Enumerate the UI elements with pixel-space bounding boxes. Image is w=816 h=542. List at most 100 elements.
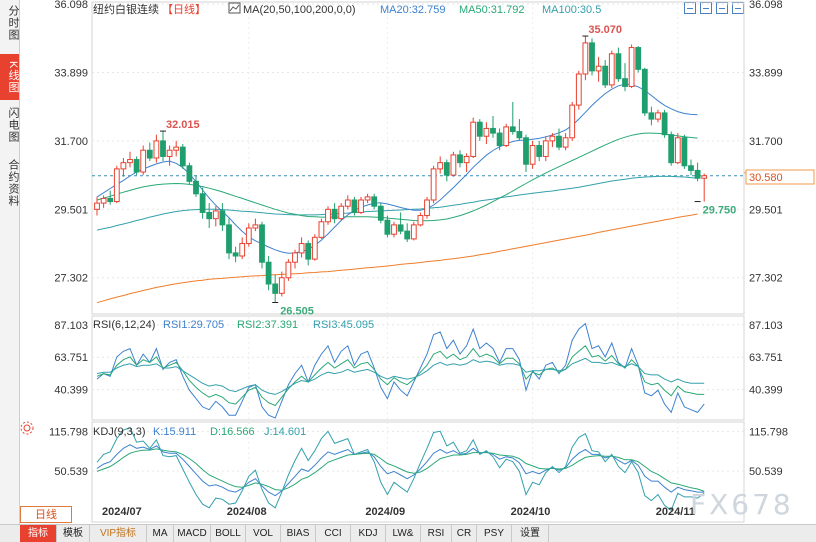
candle — [173, 140, 180, 157]
kdj-tick-right: 50.539 — [749, 466, 783, 478]
candle-body — [265, 261, 272, 285]
candle — [668, 131, 675, 166]
rsi-line-rsi1 — [96, 322, 705, 419]
candle — [509, 102, 516, 135]
candle-body — [476, 121, 483, 137]
candle — [496, 128, 503, 151]
candle-body — [100, 197, 107, 204]
candle-body — [166, 149, 173, 157]
indicator-tab[interactable]: BIAS — [281, 525, 316, 542]
candle-body — [94, 202, 100, 210]
candle — [239, 237, 246, 260]
sidebar-tab-contract-info[interactable]: 合约资料 — [7, 159, 19, 207]
candle — [503, 123, 510, 148]
candle — [542, 136, 549, 162]
date-tick-label: 2024/08 — [227, 506, 267, 518]
candle-body — [641, 68, 648, 114]
candle — [397, 212, 404, 235]
candle — [404, 223, 411, 242]
candle — [476, 119, 483, 141]
candle — [146, 142, 153, 162]
candle-body — [516, 131, 523, 139]
candle — [325, 206, 331, 225]
candle — [166, 145, 173, 166]
candle-body — [311, 236, 318, 260]
candle — [113, 165, 120, 204]
sidebar-tab-kline[interactable]: K线图 — [0, 54, 19, 100]
indicator-tab[interactable]: 指标 — [20, 525, 57, 542]
candle — [450, 151, 457, 177]
sidebar-tab-timeshare[interactable]: 分时图 — [7, 5, 19, 41]
rsi-line-rsi2 — [96, 345, 705, 407]
candle — [133, 156, 140, 176]
indicator-tab[interactable]: 模板 — [57, 525, 90, 542]
rsi-tick-left: 87.103 — [54, 320, 88, 332]
kdj-tick-left: 50.539 — [54, 466, 88, 478]
sidebar-tab-flash[interactable]: 闪电图 — [7, 107, 19, 143]
kdj-tick-right: 115.798 — [749, 426, 788, 438]
indicator-tab-bar: 指标 模板 VIP指标 MA MACD BOLL VOL BIAS CCI KDJ LW& RSI CR… — [0, 524, 816, 542]
candle-body — [674, 137, 681, 164]
candle — [516, 119, 523, 141]
candle-body — [503, 126, 510, 147]
candle — [193, 175, 199, 197]
candle-body — [582, 42, 589, 75]
candle — [265, 256, 272, 291]
candle-body — [338, 205, 345, 220]
kdj-line-j — [96, 426, 705, 512]
date-tick-label: 2024/11 — [656, 506, 695, 518]
candle-body — [661, 112, 668, 136]
indicator-tab[interactable]: LW& — [386, 525, 421, 542]
price-tick-left: 27.302 — [54, 273, 88, 285]
indicator-tab[interactable]: VIP指标 — [90, 525, 147, 542]
candle — [457, 150, 463, 168]
rsi-tick-left: 63.751 — [54, 352, 88, 364]
candle — [694, 162, 701, 182]
candle-body — [569, 104, 576, 139]
indicator-tab[interactable]: CR — [452, 525, 477, 542]
candle-body — [410, 224, 417, 240]
indicator-settings-icon[interactable] — [20, 421, 34, 435]
candle — [536, 140, 543, 162]
indicator-tab[interactable]: CCI — [316, 525, 351, 542]
candle — [424, 196, 430, 219]
indicator-tab[interactable]: KDJ — [351, 525, 386, 542]
candle — [153, 134, 160, 163]
indicator-tab[interactable]: 设置 — [512, 525, 549, 542]
indicator-tab[interactable]: PSY — [477, 525, 512, 542]
kdj-j-value: J:14.601 — [264, 426, 306, 438]
kdj-pane-frame — [91, 421, 745, 523]
price-annotations: 32.015 26.505 35.070 29.750 — [160, 24, 736, 318]
candle — [305, 240, 312, 266]
candle-body — [496, 132, 503, 147]
candle — [371, 193, 378, 210]
indicator-tab[interactable]: MACD — [174, 525, 211, 542]
candle-body — [298, 243, 305, 254]
candle-body — [259, 224, 265, 263]
candle-body — [193, 180, 199, 195]
candle-body — [206, 211, 213, 220]
candle — [641, 67, 648, 116]
rsi3-value: RSI3:45.095 — [313, 319, 374, 331]
chart-canvas[interactable]: 32.015 26.505 35.070 29.750 36.098 36.098 33.… — [0, 0, 816, 524]
indicator-tab[interactable]: MA — [147, 525, 174, 542]
candle-body — [509, 126, 516, 133]
candle-body — [113, 168, 120, 203]
period-button[interactable]: 日线 — [20, 506, 72, 523]
indicator-tab[interactable]: BOLL — [211, 525, 246, 542]
price-tick-left: 33.899 — [54, 67, 88, 79]
candle — [635, 46, 642, 73]
candle — [344, 195, 351, 210]
candle — [364, 193, 371, 204]
chart-type-icon[interactable] — [228, 2, 241, 14]
candle-body — [397, 224, 404, 232]
price-tick-right: 29.501 — [749, 204, 783, 216]
candle — [655, 109, 661, 123]
candle — [245, 223, 252, 247]
indicator-tab[interactable]: RSI — [421, 525, 452, 542]
rsi-tick-right: 40.399 — [749, 385, 783, 397]
candle-body — [589, 42, 595, 72]
candle-body — [615, 53, 622, 80]
candle — [417, 212, 424, 227]
indicator-tab[interactable]: VOL — [246, 525, 281, 542]
